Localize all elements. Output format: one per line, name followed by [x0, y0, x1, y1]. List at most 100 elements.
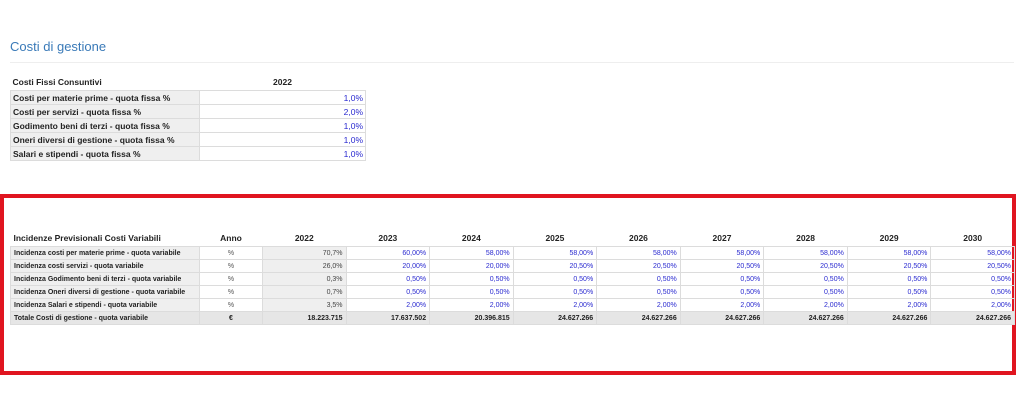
fixed-cost-row: Oneri diversi di gestione - quota fissa …: [10, 132, 366, 147]
year-header: 2029: [879, 233, 899, 243]
forecast-input[interactable]: 0,50%: [596, 272, 681, 286]
forecast-input[interactable]: 2,00%: [846, 298, 932, 312]
fixed-cost-input[interactable]: 1,0%: [199, 90, 366, 105]
unit-cell: %: [199, 259, 263, 273]
forecast-input[interactable]: 20,50%: [679, 259, 765, 273]
total-value-cell: 24.627.266: [679, 311, 765, 325]
forecast-input[interactable]: 58,00%: [930, 246, 1015, 260]
variable-cost-row: Incidenza costi per materie prime - quot…: [10, 246, 1015, 260]
forecast-input[interactable]: 0,50%: [679, 285, 765, 299]
year-header: 2022: [294, 233, 314, 243]
forecast-input[interactable]: 0,50%: [345, 285, 431, 299]
variable-cost-label: Incidenza costi per materie prime - quot…: [10, 246, 200, 260]
forecast-input[interactable]: 58,00%: [846, 246, 932, 260]
fixed-cost-row: Costi per servizi - quota fissa % 2,0%: [10, 104, 366, 119]
variable-cost-row: Incidenza Godimento beni di terzi - quot…: [10, 272, 1015, 286]
unit-cell: %: [199, 298, 263, 312]
total-value-cell: 18.223.715: [262, 311, 347, 325]
fixed-cost-label: Oneri diversi di gestione - quota fissa …: [10, 132, 200, 147]
forecast-input[interactable]: 20,50%: [846, 259, 932, 273]
year-header: 2025: [545, 233, 565, 243]
fixed-cost-input[interactable]: 2,0%: [199, 104, 366, 119]
forecast-input[interactable]: 2,00%: [930, 298, 1015, 312]
forecast-input[interactable]: 58,00%: [512, 246, 598, 260]
forecast-input[interactable]: 0,50%: [930, 285, 1015, 299]
fixed-cost-input[interactable]: 1,0%: [199, 146, 366, 161]
forecast-input[interactable]: 0,50%: [846, 285, 932, 299]
forecast-input[interactable]: 0,50%: [930, 272, 1015, 286]
fixed-cost-input[interactable]: 1,0%: [199, 118, 366, 133]
fixed-cost-row: Salari e stipendi - quota fissa % 1,0%: [10, 146, 366, 161]
variable-cost-label: Incidenza Salari e stipendi - quota vari…: [10, 298, 200, 312]
fixed-cost-label: Costi per servizi - quota fissa %: [10, 104, 200, 119]
total-value-cell: 24.627.266: [512, 311, 598, 325]
unit-cell: %: [199, 272, 263, 286]
fixed-costs-year: 2022: [273, 77, 292, 87]
fixed-costs-header: Costi Fissi Consuntivi: [12, 77, 102, 87]
forecast-input[interactable]: 20,50%: [596, 259, 681, 273]
forecast-input[interactable]: 20,50%: [763, 259, 848, 273]
forecast-input[interactable]: 0,50%: [846, 272, 932, 286]
fixed-cost-row: Godimento beni di terzi - quota fissa % 1…: [10, 118, 366, 133]
variable-costs-header: Incidenze Previsionali Costi Variabili: [13, 233, 161, 243]
forecast-input[interactable]: 0,50%: [429, 285, 514, 299]
forecast-input[interactable]: 0,50%: [345, 272, 431, 286]
fixed-cost-label: Costi per materie prime - quota fissa %: [10, 90, 200, 105]
fixed-cost-input[interactable]: 1,0%: [199, 132, 366, 147]
forecast-input[interactable]: 2,00%: [596, 298, 681, 312]
actual-value-cell: 3,5%: [262, 298, 347, 312]
title-divider: [10, 62, 1014, 63]
forecast-input[interactable]: 0,50%: [429, 272, 514, 286]
fixed-cost-label: Salari e stipendi - quota fissa %: [10, 146, 200, 161]
forecast-input[interactable]: 2,00%: [512, 298, 598, 312]
year-header: 2028: [796, 233, 816, 243]
forecast-input[interactable]: 58,00%: [429, 246, 514, 260]
fixed-cost-label: Godimento beni di terzi - quota fissa %: [10, 118, 200, 133]
fixed-cost-row: Costi per materie prime - quota fissa % 1…: [10, 90, 366, 105]
year-header: 2024: [461, 233, 481, 243]
total-value-cell: 20.396.815: [429, 311, 514, 325]
forecast-input[interactable]: 20,50%: [930, 259, 1015, 273]
forecast-input[interactable]: 20,50%: [512, 259, 598, 273]
variable-cost-label: Incidenza Godimento beni di terzi - quot…: [10, 272, 200, 286]
variable-cost-label: Incidenza costi servizi - quota variabil…: [10, 259, 200, 273]
year-header: 2023: [378, 233, 398, 243]
forecast-input[interactable]: 2,00%: [763, 298, 848, 312]
forecast-input[interactable]: 0,50%: [679, 272, 765, 286]
forecast-input[interactable]: 0,50%: [512, 272, 598, 286]
forecast-input[interactable]: 20,00%: [429, 259, 514, 273]
forecast-input[interactable]: 2,00%: [679, 298, 765, 312]
unit-cell: %: [199, 246, 263, 260]
variable-cost-row: Incidenza Oneri diversi di gestione - qu…: [10, 285, 1015, 299]
total-row: Totale Costi di gestione - quota variabi…: [10, 311, 1015, 325]
forecast-input[interactable]: 2,00%: [345, 298, 431, 312]
forecast-input[interactable]: 2,00%: [429, 298, 514, 312]
variable-cost-row: Incidenza Salari e stipendi - quota vari…: [10, 298, 1015, 312]
actual-value-cell: 0,3%: [262, 272, 347, 286]
anno-header: Anno: [220, 233, 242, 243]
forecast-input[interactable]: 0,50%: [763, 272, 848, 286]
actual-value-cell: 26,0%: [262, 259, 347, 273]
currency-cell: €: [199, 311, 263, 325]
forecast-input[interactable]: 0,50%: [512, 285, 598, 299]
forecast-input[interactable]: 0,50%: [596, 285, 681, 299]
year-header: 2027: [712, 233, 732, 243]
total-value-cell: 24.627.266: [930, 311, 1015, 325]
fixed-costs-table: Costi Fissi Consuntivi 2022 Costi per ma…: [10, 74, 366, 161]
forecast-input[interactable]: 60,00%: [345, 246, 431, 260]
forecast-input[interactable]: 58,00%: [763, 246, 848, 260]
variable-cost-label: Incidenza Oneri diversi di gestione - qu…: [10, 285, 200, 299]
forecast-input[interactable]: 20,00%: [345, 259, 431, 273]
variable-cost-row: Incidenza costi servizi - quota variabil…: [10, 259, 1015, 273]
total-value-cell: 17.637.502: [345, 311, 431, 325]
actual-value-cell: 70,7%: [262, 246, 347, 260]
year-header: 2026: [629, 233, 648, 243]
forecast-input[interactable]: 58,00%: [679, 246, 765, 260]
year-header: 2030: [963, 233, 983, 243]
forecast-input[interactable]: 58,00%: [596, 246, 681, 260]
actual-value-cell: 0,7%: [262, 285, 347, 299]
total-value-cell: 24.627.266: [596, 311, 681, 325]
total-value-cell: 24.627.266: [846, 311, 932, 325]
forecast-input[interactable]: 0,50%: [763, 285, 848, 299]
unit-cell: %: [199, 285, 263, 299]
